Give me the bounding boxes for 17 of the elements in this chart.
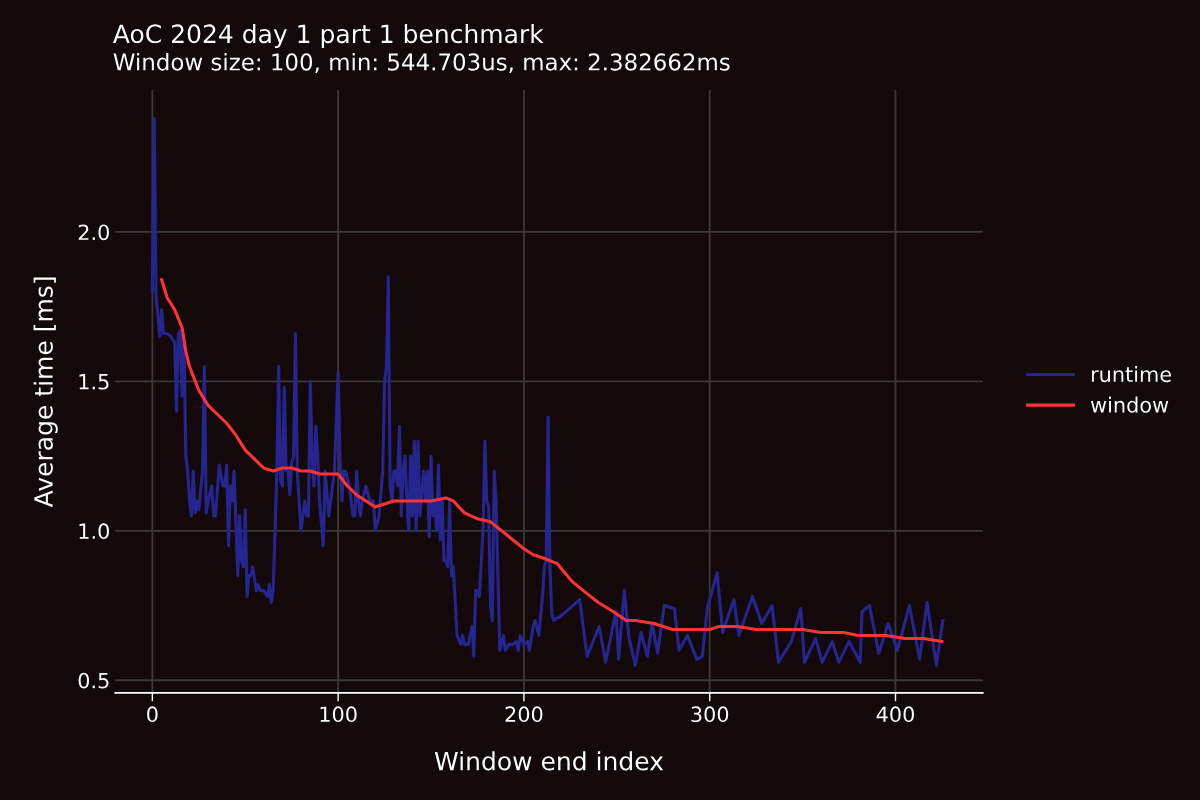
y-axis-title: Average time [ms] xyxy=(33,277,58,508)
x-tick-label: 300 xyxy=(691,706,729,723)
line-series xyxy=(150,116,945,667)
line-series xyxy=(160,278,944,643)
x-tick-label: 200 xyxy=(505,706,543,723)
x-tick-label: 400 xyxy=(876,706,914,723)
x-tick-label: 0 xyxy=(147,706,158,723)
x-tick-label: 100 xyxy=(320,706,357,723)
y-tick-label: 1.0 xyxy=(79,523,109,540)
legend-label: runtime xyxy=(1091,366,1172,383)
y-tick-label: 0.5 xyxy=(78,672,109,689)
chart-title: AoC 2024 day 1 part 1 benchmark xyxy=(113,23,544,49)
y-tick-label: 1.5 xyxy=(79,374,109,390)
x-axis-title: Window end index xyxy=(434,751,664,771)
y-tick-label: 2.0 xyxy=(78,224,109,241)
chart-subtitle: Window size: 100, min: 544.703us, max: 2.382662ms xyxy=(113,52,730,73)
legend-label: window xyxy=(1090,396,1169,413)
